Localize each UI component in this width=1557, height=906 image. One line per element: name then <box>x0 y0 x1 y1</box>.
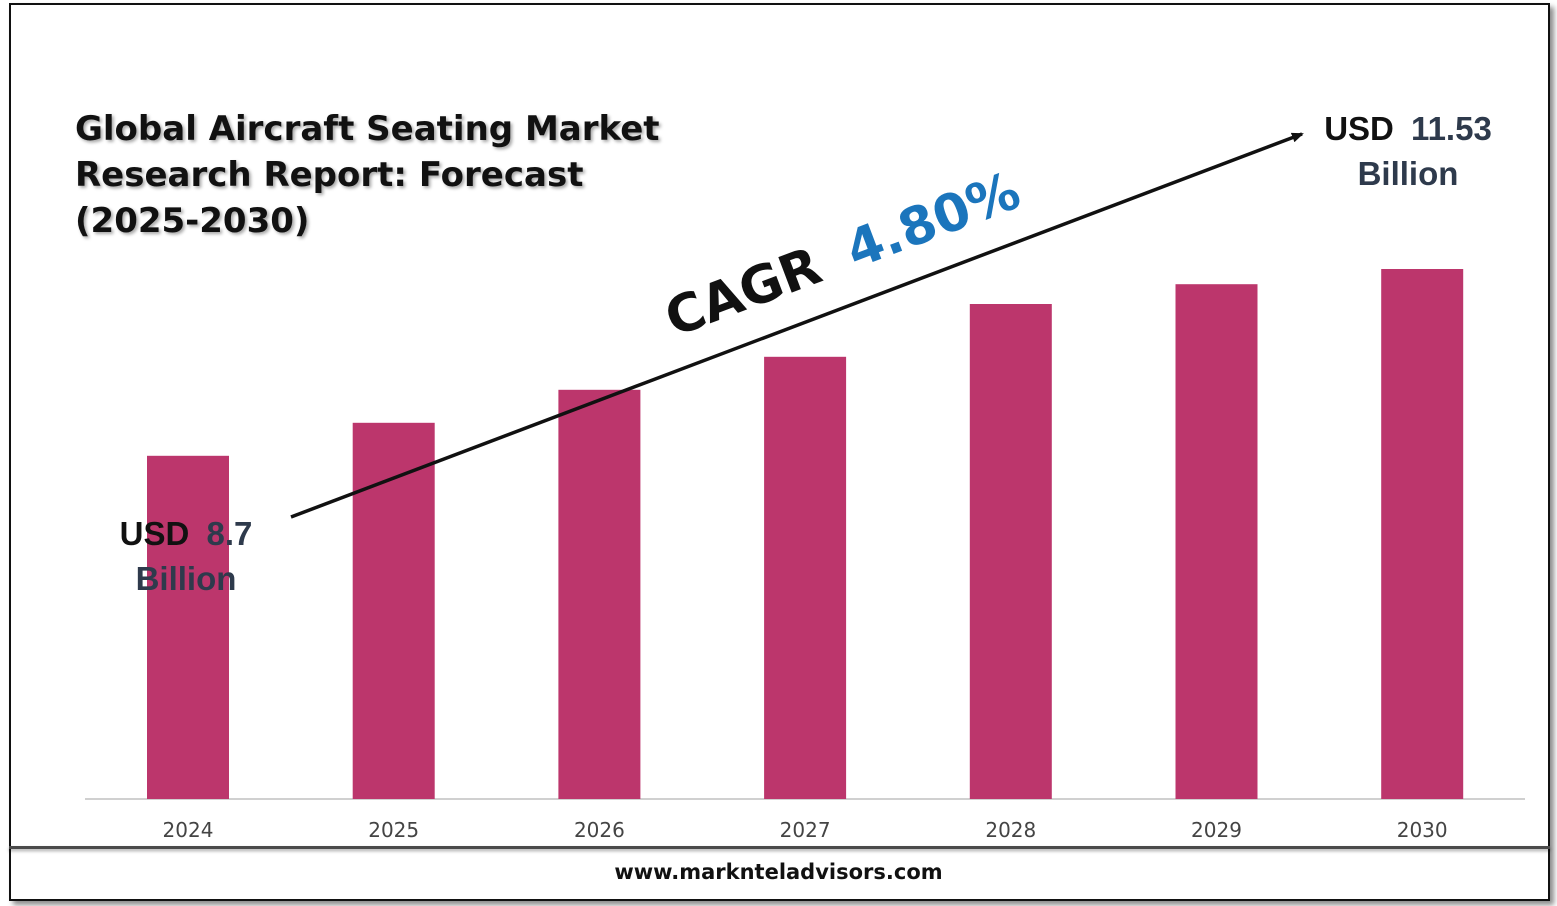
x-tick-labels: 2024 2025 2026 2027 2028 2029 2030 <box>163 818 1448 842</box>
x-tick-label-2025: 2025 <box>368 818 419 842</box>
bar-2029 <box>1175 284 1258 799</box>
start-value-callout: USD 8.7 <box>120 515 253 552</box>
bar-2026 <box>558 389 641 799</box>
cagr-value: 4.80% <box>838 161 1028 281</box>
x-tick-label-2028: 2028 <box>985 818 1036 842</box>
end-value-callout: USD 11.53 <box>1324 110 1492 147</box>
bar-2030 <box>1381 269 1464 799</box>
end-value-unit: Billion <box>1358 155 1459 192</box>
x-tick-label-2024: 2024 <box>163 818 214 842</box>
bars-group <box>147 269 1464 799</box>
x-tick-label-2027: 2027 <box>780 818 831 842</box>
end-value-number: 11.53 <box>1411 110 1492 147</box>
x-tick-label-2029: 2029 <box>1191 818 1242 842</box>
start-value-prefix: USD <box>120 515 190 552</box>
x-tick-label-2026: 2026 <box>574 818 625 842</box>
website-link[interactable]: www.marknteladvisors.com <box>614 860 943 884</box>
footer-divider <box>9 846 1550 849</box>
bar-2025 <box>352 422 435 799</box>
end-value-prefix: USD <box>1324 110 1394 147</box>
x-tick-label-2030: 2030 <box>1397 818 1448 842</box>
bar-2028 <box>969 304 1052 799</box>
start-value-unit: Billion <box>136 560 237 597</box>
bar-2027 <box>764 356 847 799</box>
bar-2024 <box>147 455 229 799</box>
chart-title: Global Aircraft Seating Market Research … <box>75 109 660 241</box>
start-value-number: 8.7 <box>206 515 252 552</box>
growth-arrow <box>290 132 1304 519</box>
cagr-label: CAGR <box>657 236 829 349</box>
